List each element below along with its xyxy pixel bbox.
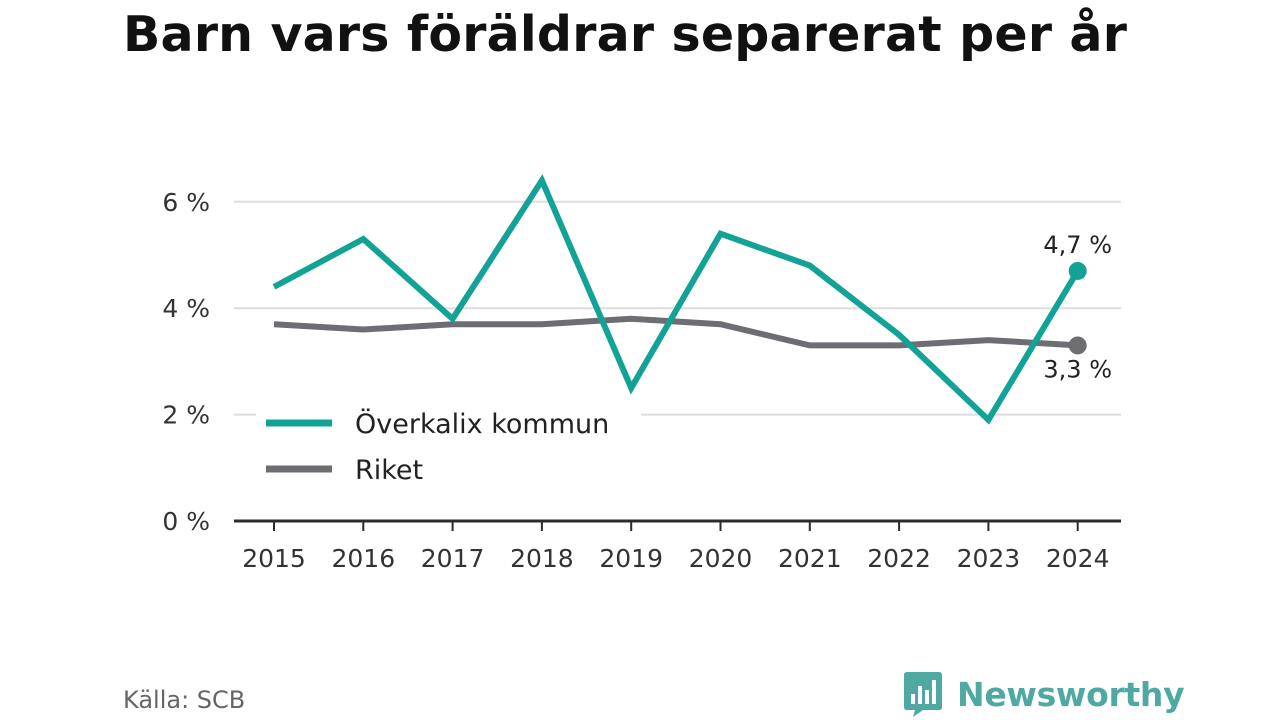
source-note: Källa: SCB bbox=[123, 686, 246, 714]
series-line-riket bbox=[273, 315, 1078, 349]
endpoint-dot-riket bbox=[1068, 336, 1087, 355]
y-axis-ticks: 0 % 2 % 4 % 6 % bbox=[162, 188, 210, 536]
series-line-overkalix bbox=[272, 174, 1081, 425]
bar-chart-speech-bubble-icon bbox=[904, 672, 942, 717]
y-tick-label: 2 % bbox=[162, 401, 210, 430]
end-label-overkalix: 4,7 % bbox=[1043, 231, 1112, 259]
legend-label-overkalix: Överkalix kommun bbox=[355, 408, 609, 440]
endpoint-dot-overkalix bbox=[1068, 261, 1087, 280]
x-tick-label: 2021 bbox=[778, 544, 842, 573]
brand-name: Newsworthy bbox=[957, 674, 1185, 714]
x-tick-label: 2018 bbox=[510, 544, 574, 573]
y-tick-label: 4 % bbox=[162, 294, 210, 323]
x-tick-label: 2016 bbox=[331, 544, 395, 573]
brand-logo: Newsworthy bbox=[903, 670, 1185, 718]
legend-background bbox=[256, 397, 641, 492]
x-tick-label: 2017 bbox=[421, 544, 485, 573]
x-tick-label: 2024 bbox=[1046, 544, 1110, 573]
y-tick-label: 6 % bbox=[162, 188, 210, 217]
x-tick-label: 2015 bbox=[242, 544, 306, 573]
y-tick-label: 0 % bbox=[162, 507, 210, 536]
legend-label-riket: Riket bbox=[355, 455, 423, 486]
x-tick-label: 2019 bbox=[599, 544, 663, 573]
x-tick-label: 2022 bbox=[867, 544, 931, 573]
legend: Överkalix kommun Riket bbox=[256, 397, 641, 492]
x-tick-label: 2023 bbox=[957, 544, 1021, 573]
chart-title: Barn vars föräldrar separerat per år bbox=[123, 6, 1128, 63]
series-lines bbox=[272, 174, 1081, 425]
series-endpoints bbox=[1068, 261, 1087, 355]
x-axis-ticks: 2015 2016 2017 2018 2019 2020 2021 2022 2023 2024 bbox=[242, 521, 1110, 573]
end-label-riket: 3,3 % bbox=[1043, 355, 1112, 383]
x-tick-label: 2020 bbox=[689, 544, 753, 573]
